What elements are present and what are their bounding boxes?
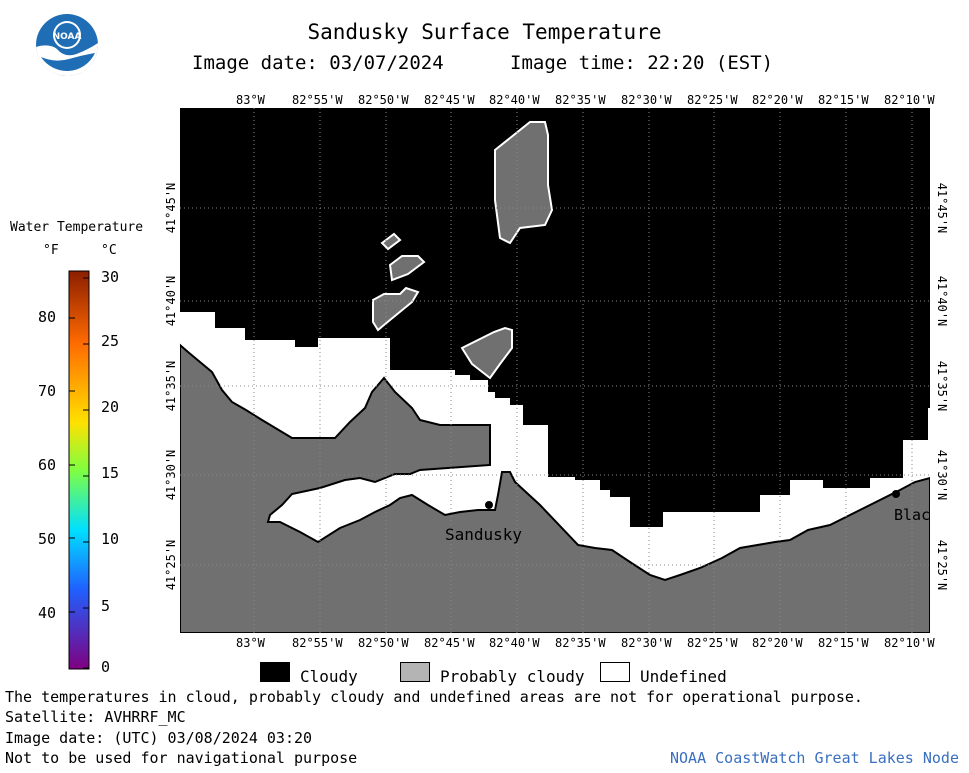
- lon-label-top: 82°55'W: [292, 93, 343, 107]
- colorbar-c-tick: 5: [101, 597, 111, 615]
- land-area: [180, 343, 930, 633]
- city-label-blac: Blac: [894, 506, 930, 524]
- lon-label-top: 82°45'W: [424, 93, 475, 107]
- lon-label-top: 82°15'W: [818, 93, 869, 107]
- colorbar-c-tick: 20: [101, 398, 120, 416]
- colorbar-c-tick: 0: [101, 658, 111, 676]
- footer-credit: NOAA CoastWatch Great Lakes Node: [670, 749, 959, 767]
- probably-cloudy-blob: [380, 232, 402, 251]
- lon-label-bottom: 82°10'W: [884, 636, 935, 650]
- legend-swatch-probably-cloudy: [400, 662, 430, 682]
- image-time-label: Image time: 22:20 (EST): [510, 52, 774, 74]
- colorbar-c-tick: 15: [101, 464, 120, 482]
- colorbar-f-tick: 60: [38, 456, 57, 474]
- city-label-sandusky: Sandusky: [445, 525, 523, 544]
- lat-label-left: 41°35'N: [164, 360, 178, 412]
- colorbar-c-tick: 10: [101, 530, 120, 548]
- legend-label-probably-cloudy: Probably cloudy: [440, 667, 585, 686]
- lat-label-left: 41°45'N: [164, 182, 178, 234]
- lon-label-bottom: 82°50'W: [358, 636, 409, 650]
- lat-label-left: 41°25'N: [164, 539, 178, 591]
- image-date-label: Image date: 03/07/2024: [192, 52, 444, 74]
- city-marker-sandusky: [485, 501, 493, 509]
- map-area: Sandusky Blac: [180, 108, 930, 633]
- probably-cloudy-blob: [460, 326, 513, 380]
- lat-label-right: 41°45'N: [935, 182, 949, 234]
- colorbar-f-tick: 70: [38, 382, 57, 400]
- lon-label-bottom: 82°45'W: [424, 636, 475, 650]
- lon-label-top: 82°40'W: [489, 93, 540, 107]
- colorbar-unit-f: °F: [43, 243, 59, 258]
- legend-label-cloudy: Cloudy: [300, 667, 358, 686]
- colorbar: [68, 270, 90, 670]
- cloud-mask: [180, 108, 930, 527]
- footer-utc-date: Image date: (UTC) 03/08/2024 03:20: [5, 729, 313, 747]
- footer-navigation-warning: Not to be used for navigational purpose: [5, 749, 358, 767]
- probably-cloudy-blob: [494, 121, 554, 245]
- lon-label-bottom: 82°40'W: [489, 636, 540, 650]
- lon-label-bottom: 82°55'W: [292, 636, 343, 650]
- legend-label-undefined: Undefined: [640, 667, 727, 686]
- lon-label-bottom: 82°25'W: [687, 636, 738, 650]
- colorbar-title: Water Temperature: [10, 220, 144, 235]
- footer-disclaimer: The temperatures in cloud, probably clou…: [5, 688, 863, 706]
- colorbar-f-tick: 80: [38, 308, 57, 326]
- colorbar-unit-c: °C: [101, 243, 117, 258]
- lon-label-top: 82°20'W: [752, 93, 803, 107]
- lon-label-top: 82°10'W: [884, 93, 935, 107]
- noaa-logo: NOAA: [35, 13, 99, 77]
- lat-label-right: 41°30'N: [935, 449, 949, 501]
- lon-label-top: 82°50'W: [358, 93, 409, 107]
- city-marker-blac: [892, 490, 900, 498]
- lat-label-left: 41°30'N: [164, 449, 178, 501]
- lat-label-right: 41°25'N: [935, 539, 949, 591]
- colorbar-c-tick: 30: [101, 268, 120, 286]
- colorbar-f-tick: 50: [38, 530, 57, 548]
- lon-label-bottom: 82°15'W: [818, 636, 869, 650]
- colorbar-c-tick: 25: [101, 332, 120, 350]
- legend-swatch-undefined: [600, 662, 630, 682]
- colorbar-f-tick: 40: [38, 604, 57, 622]
- probably-cloudy-blob: [388, 255, 426, 282]
- legend-swatch-cloudy: [260, 662, 290, 682]
- lon-label-top: 83°W: [236, 93, 265, 107]
- lon-label-bottom: 82°30'W: [621, 636, 672, 650]
- lon-label-bottom: 82°20'W: [752, 636, 803, 650]
- lon-label-top: 82°35'W: [555, 93, 606, 107]
- page-title: Sandusky Surface Temperature: [307, 20, 662, 44]
- footer-satellite: Satellite: AVHRRF_MC: [5, 708, 186, 726]
- lat-label-right: 41°35'N: [935, 360, 949, 412]
- lon-label-bottom: 82°35'W: [555, 636, 606, 650]
- lon-label-bottom: 83°W: [236, 636, 265, 650]
- noaa-logo-text: NOAA: [53, 32, 82, 42]
- probably-cloudy-blob: [372, 286, 420, 332]
- lon-label-top: 82°25'W: [687, 93, 738, 107]
- lat-label-right: 41°40'N: [935, 275, 949, 327]
- lat-label-left: 41°40'N: [164, 275, 178, 327]
- lon-label-top: 82°30'W: [621, 93, 672, 107]
